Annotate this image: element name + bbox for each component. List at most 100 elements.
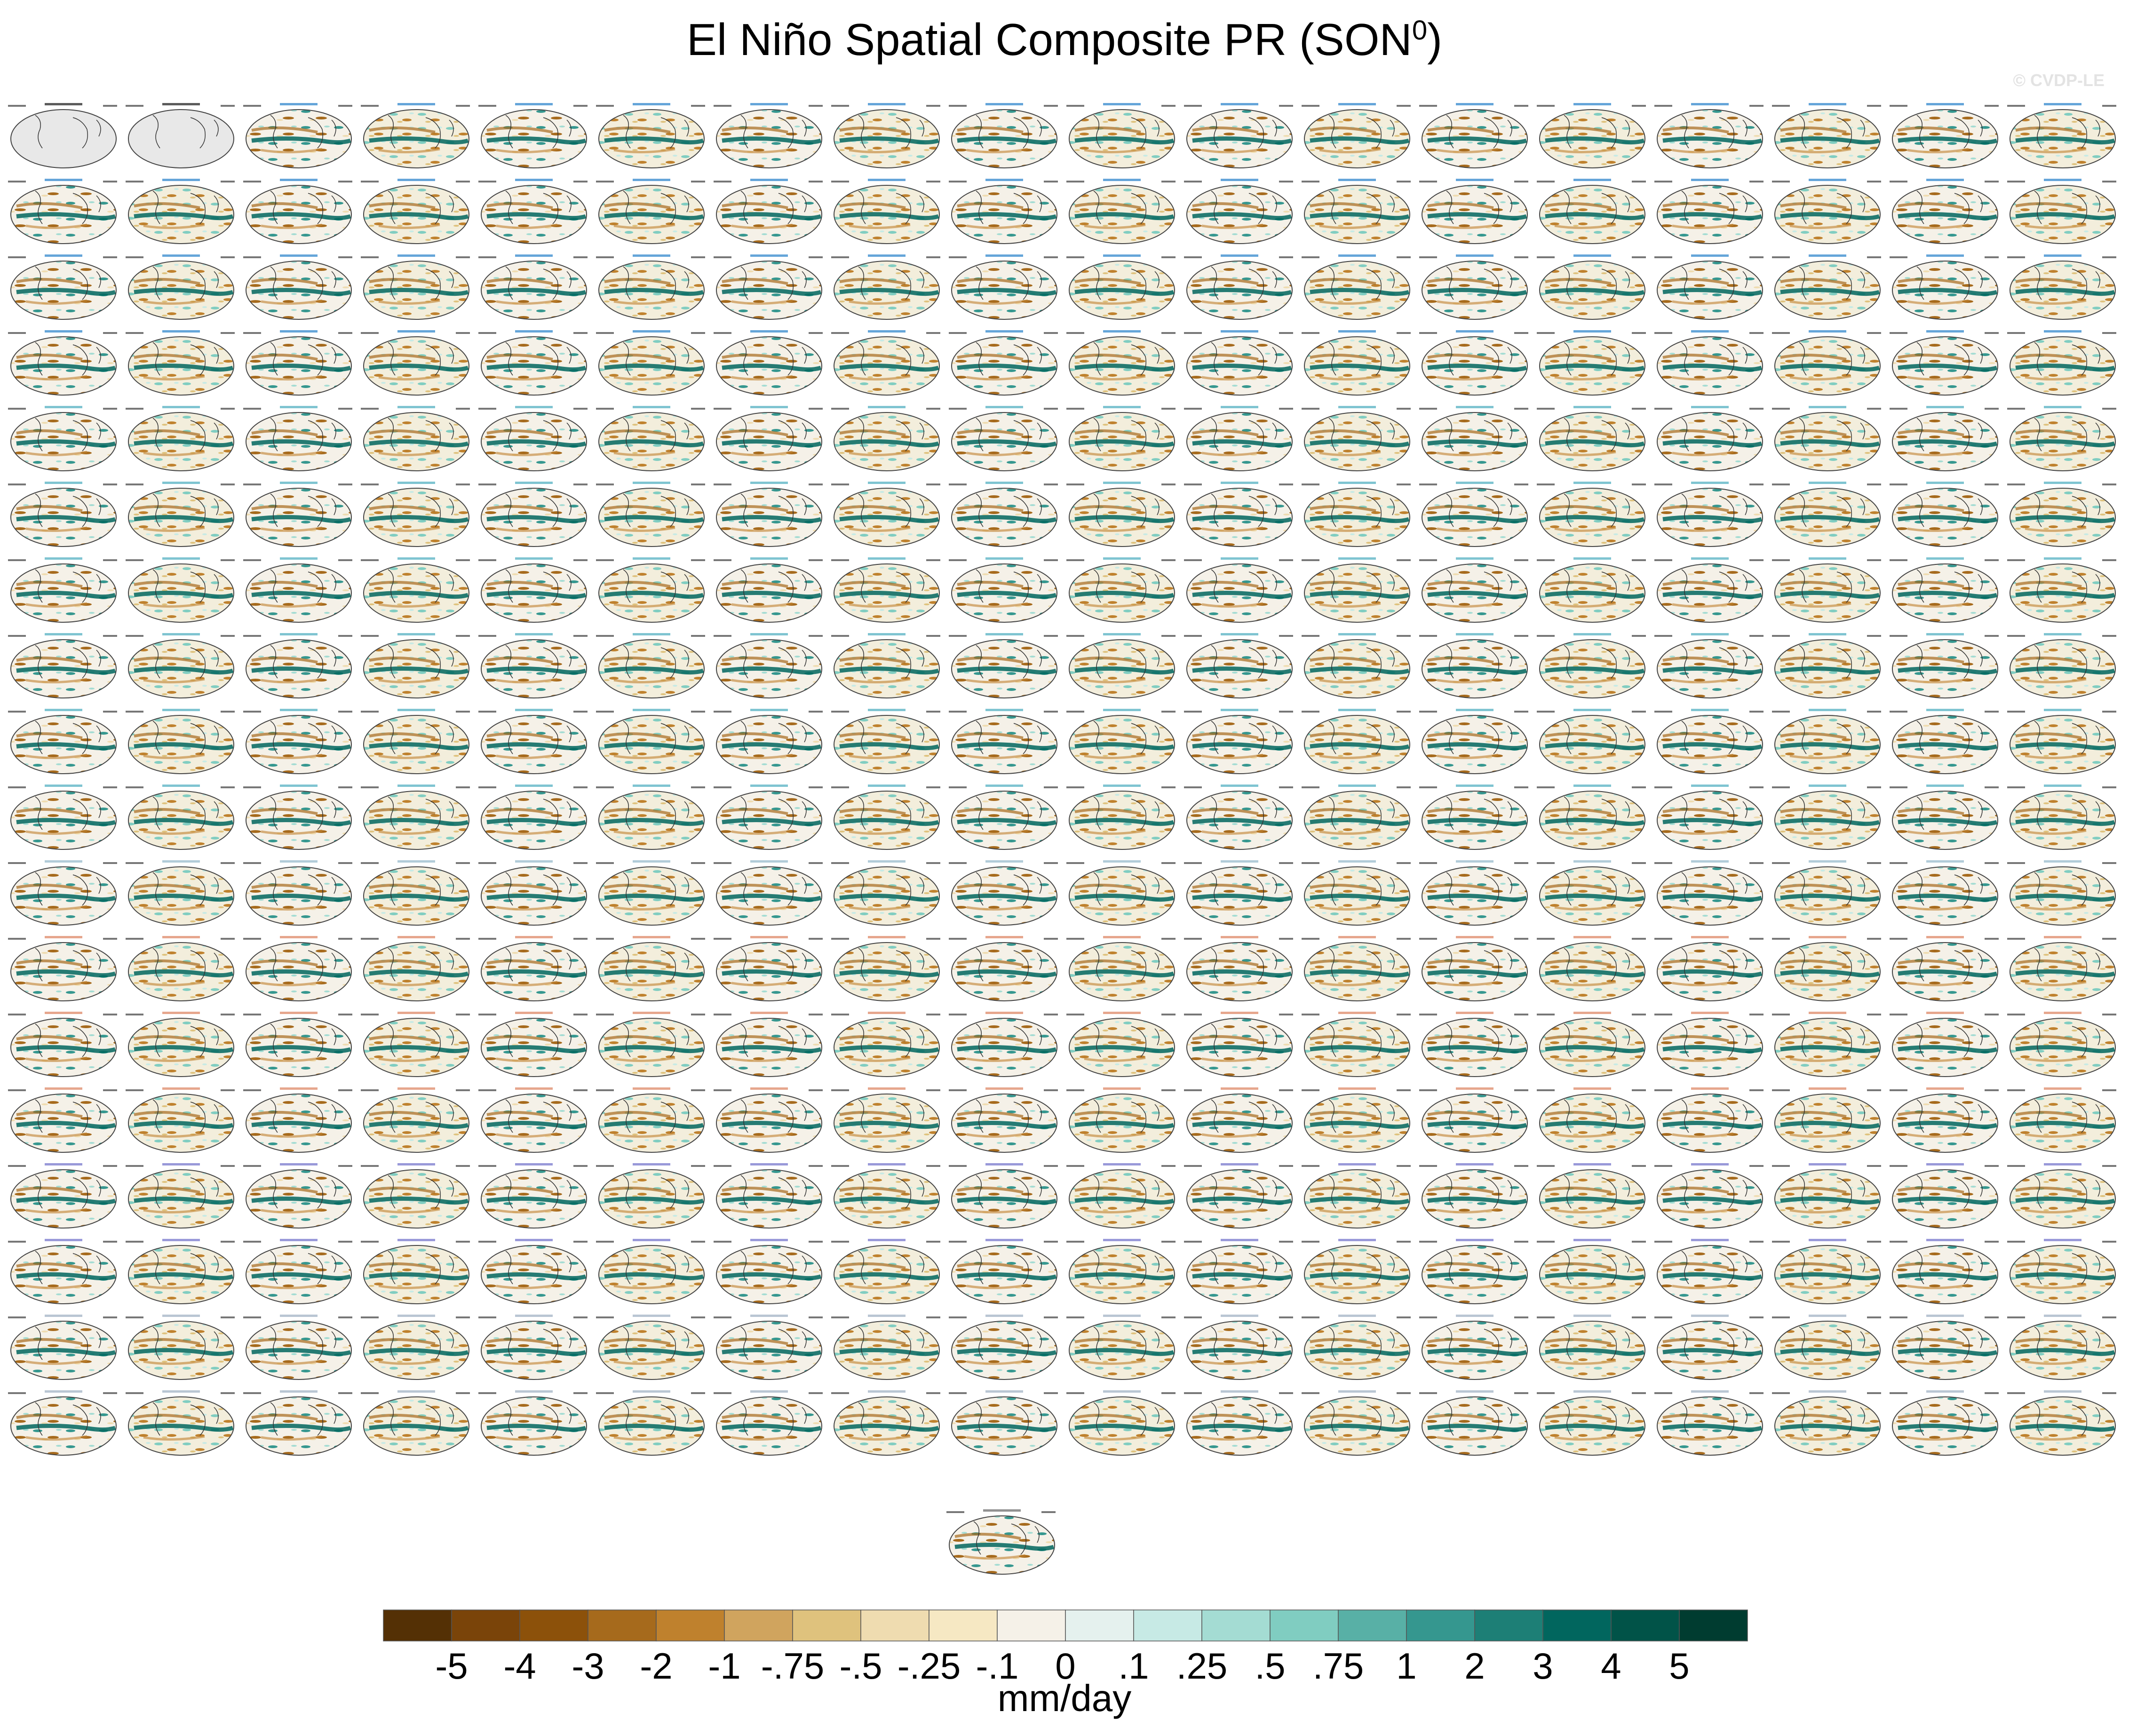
map-panel [1184, 103, 1293, 168]
map-field [1662, 202, 1763, 230]
coastline [388, 266, 454, 300]
panel-years-mark [126, 105, 143, 107]
panel-years-mark [478, 105, 496, 107]
panel-years-mark [831, 256, 849, 258]
panel-title-mark [1691, 330, 1729, 333]
panel-years-mark [1772, 181, 1790, 182]
map-field [1192, 277, 1292, 305]
panel-years-mark [478, 559, 496, 561]
dry-band-south [261, 148, 323, 154]
map-panel [361, 254, 470, 320]
panel-stat-mark [221, 105, 235, 107]
equatorial-band [251, 515, 351, 523]
dry-band-north [1545, 353, 1612, 361]
dry-band-south [1672, 526, 1734, 532]
panel-stat-mark [221, 408, 235, 410]
dry-band-south [25, 451, 87, 457]
colorbar-box [997, 1609, 1066, 1641]
dry-band-south [143, 223, 205, 230]
map-panel [361, 482, 470, 547]
dry-band-south [1084, 148, 1146, 154]
coastline [740, 569, 807, 603]
equatorial-band [369, 363, 469, 372]
map-field [134, 429, 234, 457]
panel-stat-mark [809, 484, 823, 485]
panel-stat-mark [809, 408, 823, 410]
panel-years-mark [243, 256, 261, 258]
panel-years-mark [1890, 484, 1907, 485]
coastline [858, 115, 924, 149]
coastline [505, 266, 572, 300]
map-panel [1066, 406, 1176, 471]
dry-band-south [1554, 451, 1616, 457]
map-field [134, 505, 234, 532]
map-panel [596, 254, 705, 320]
dry-band-north [1662, 277, 1729, 285]
dry-band-north [1427, 353, 1494, 361]
dry-band-south [1789, 223, 1851, 230]
equatorial-band [16, 515, 116, 523]
dry-band-south [261, 223, 323, 230]
colorbar-box [519, 1609, 588, 1641]
panel-title-mark [515, 406, 553, 408]
panel-years-mark [361, 559, 379, 561]
dry-band-south [378, 451, 440, 457]
dry-band-south [1672, 299, 1734, 305]
map-field [1192, 429, 1292, 457]
equatorial-band [957, 212, 1057, 221]
panel-years-mark [1184, 559, 1202, 561]
panel-title-mark [1221, 179, 1258, 181]
dry-band-south [1554, 375, 1616, 381]
dry-band-north [2015, 353, 2082, 361]
panel-stat-mark [1161, 559, 1176, 561]
dry-band-north [604, 126, 671, 134]
panel-stat-mark [103, 332, 117, 334]
panel-title-mark [1456, 179, 1493, 181]
equatorial-band [1780, 515, 1880, 523]
panel-stat-mark [1397, 559, 1411, 561]
panel-stat-mark [1632, 559, 1646, 561]
panel-title-mark [1456, 406, 1493, 408]
dry-band-north [251, 505, 318, 512]
coastline [152, 266, 219, 300]
panel-years-mark [2007, 484, 2025, 485]
dry-band-north [2015, 429, 2082, 436]
equatorial-band [369, 136, 469, 145]
map-field [1780, 429, 1880, 457]
equatorial-band [1898, 363, 1998, 372]
dry-band-north [957, 202, 1024, 209]
map-panel [1184, 330, 1293, 396]
map-panel [243, 179, 352, 244]
coastline [1093, 190, 1160, 224]
equatorial-band [1898, 439, 1998, 448]
coastline [35, 342, 101, 376]
dry-band-south [1201, 602, 1263, 608]
dry-band-south [1319, 148, 1381, 154]
coastline [505, 342, 572, 376]
panel-title-mark [1338, 557, 1376, 560]
panel-title-mark [1103, 254, 1141, 257]
panel-title-mark [633, 557, 670, 560]
coastline [1446, 418, 1512, 452]
map-field [1427, 505, 1527, 532]
panel-years-mark [126, 332, 143, 334]
equatorial-band [604, 590, 704, 599]
equatorial-band [1192, 590, 1292, 599]
panel-stat-mark [1279, 105, 1293, 107]
dry-band-north [1192, 580, 1259, 588]
map-panel [1184, 254, 1293, 320]
panel-title-mark [1926, 482, 1964, 484]
map-panel [831, 406, 940, 471]
dry-band-south [143, 299, 205, 305]
dry-band-north [486, 353, 553, 361]
map-field [369, 580, 469, 608]
panel-title-mark [985, 103, 1023, 105]
map-panel [1066, 557, 1176, 623]
dry-band-north [839, 126, 906, 134]
panel-years-mark [478, 181, 496, 182]
coastline [388, 569, 454, 603]
panel-stat-mark [1044, 559, 1058, 561]
map-panel [1654, 482, 1764, 547]
equatorial-band [134, 590, 234, 599]
